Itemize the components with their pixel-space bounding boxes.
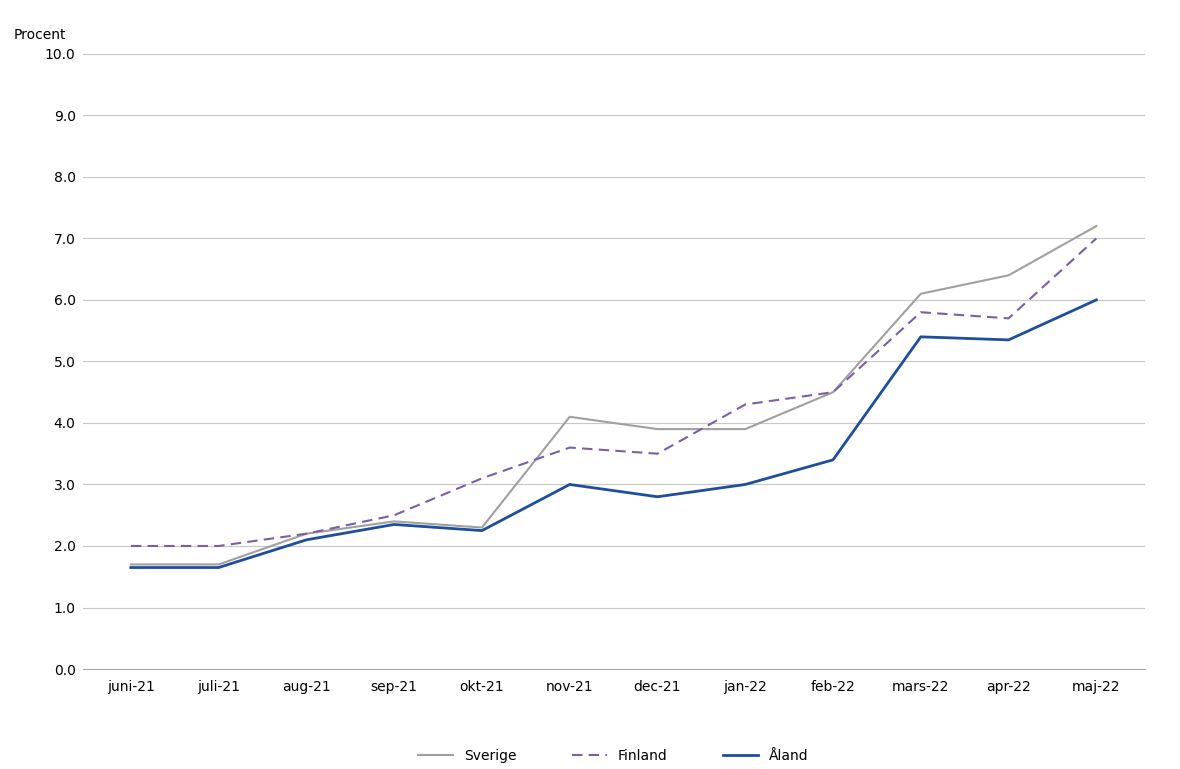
Åland	[211, 563, 225, 572]
Finland	[1089, 234, 1103, 243]
Text: Procent: Procent	[14, 28, 66, 42]
Sverige	[650, 424, 664, 434]
Åland	[563, 480, 577, 489]
Åland	[1002, 335, 1016, 345]
Åland	[826, 455, 840, 464]
Åland	[1089, 295, 1103, 305]
Sverige	[913, 289, 927, 298]
Finland	[739, 400, 753, 409]
Line: Sverige: Sverige	[131, 226, 1096, 564]
Finland	[1002, 314, 1016, 323]
Finland	[300, 529, 314, 538]
Sverige	[826, 388, 840, 397]
Legend: Sverige, Finland, Åland: Sverige, Finland, Åland	[413, 744, 814, 769]
Finland	[474, 474, 489, 483]
Sverige	[1002, 271, 1016, 280]
Åland	[387, 520, 401, 529]
Åland	[739, 480, 753, 489]
Sverige	[300, 529, 314, 538]
Finland	[124, 541, 138, 551]
Finland	[563, 443, 577, 452]
Finland	[211, 541, 225, 551]
Åland	[124, 563, 138, 572]
Line: Åland: Åland	[131, 300, 1096, 568]
Sverige	[124, 560, 138, 569]
Åland	[913, 332, 927, 341]
Sverige	[474, 523, 489, 532]
Sverige	[211, 560, 225, 569]
Åland	[474, 526, 489, 535]
Line: Finland: Finland	[131, 238, 1096, 546]
Sverige	[1089, 221, 1103, 231]
Finland	[650, 449, 664, 458]
Finland	[913, 308, 927, 317]
Finland	[826, 388, 840, 397]
Åland	[650, 492, 664, 501]
Sverige	[387, 517, 401, 526]
Åland	[300, 535, 314, 544]
Sverige	[739, 424, 753, 434]
Finland	[387, 511, 401, 520]
Sverige	[563, 412, 577, 421]
